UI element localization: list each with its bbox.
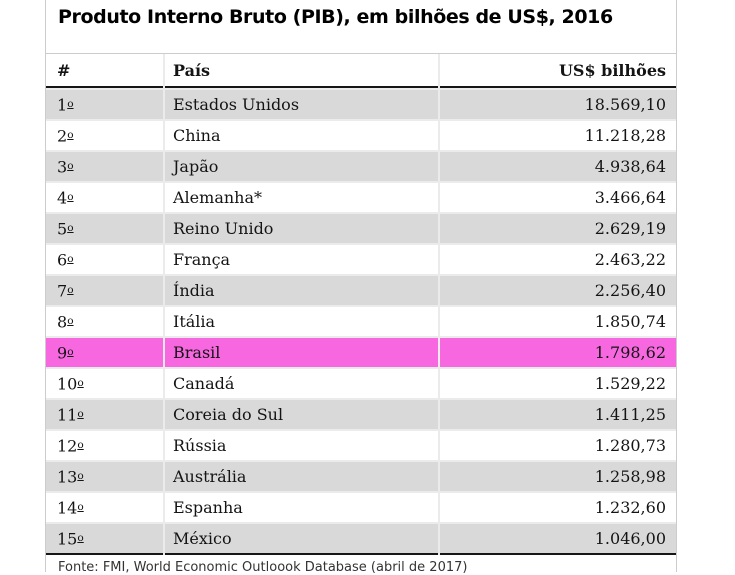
country-cell: Índia (165, 276, 438, 305)
ordinal-indicator: o (77, 439, 84, 451)
value-cell: 1.850,74 (440, 307, 676, 336)
ordinal-indicator: o (77, 408, 84, 420)
ordinal-indicator: o (67, 222, 74, 234)
ordinal-indicator: o (77, 501, 84, 513)
ordinal-indicator: o (67, 315, 74, 327)
value-cell: 2.463,22 (440, 245, 676, 274)
rank-cell: 1o (46, 90, 163, 119)
value-cell: 1.411,25 (440, 400, 676, 429)
country-cell: Coreia do Sul (165, 400, 438, 429)
ordinal-indicator: o (67, 346, 74, 358)
value-cell: 18.569,10 (440, 90, 676, 119)
rank-cell: 5o (46, 214, 163, 243)
country-cell: Austrália (165, 462, 438, 491)
country-cell: Espanha (165, 493, 438, 522)
ordinal-indicator: o (67, 191, 74, 203)
country-cell: Brasil (165, 338, 438, 367)
ordinal-indicator: o (77, 470, 84, 482)
ordinal-indicator: o (67, 98, 74, 110)
country-cell: Rússia (165, 431, 438, 460)
rank-cell: 7o (46, 276, 163, 305)
ordinal-indicator: o (67, 160, 74, 172)
value-cell: 2.629,19 (440, 214, 676, 243)
value-cell: 1.529,22 (440, 369, 676, 398)
value-cell: 1.046,00 (440, 524, 676, 555)
ordinal-indicator: o (77, 532, 84, 544)
country-cell: Reino Unido (165, 214, 438, 243)
country-cell: Estados Unidos (165, 90, 438, 119)
title-block: Produto Interno Bruto (PIB), em bilhões … (46, 0, 676, 54)
value-cell: 1.280,73 (440, 431, 676, 460)
country-cell: Japão (165, 152, 438, 181)
rank-cell: 12o (46, 431, 163, 460)
rank-cell: 15o (46, 524, 163, 555)
value-cell: 4.938,64 (440, 152, 676, 181)
rank-cell: 8o (46, 307, 163, 336)
gdp-table: # País US$ bilhões 1o Estados Unidos 18.… (46, 54, 676, 555)
ordinal-indicator: o (77, 377, 84, 389)
rank-cell: 2o (46, 121, 163, 150)
rank-cell: 6o (46, 245, 163, 274)
country-cell: Itália (165, 307, 438, 336)
value-cell: 1.232,60 (440, 493, 676, 522)
source-note: Fonte: FMI, World Economic Outloook Data… (58, 560, 468, 575)
country-cell: Canadá (165, 369, 438, 398)
value-cell: 2.256,40 (440, 276, 676, 305)
value-cell: 3.466,64 (440, 183, 676, 212)
header-value: US$ bilhões (440, 54, 676, 88)
rank-cell: 9o (46, 338, 163, 367)
country-cell: México (165, 524, 438, 555)
country-cell: França (165, 245, 438, 274)
ordinal-indicator: o (67, 253, 74, 265)
table-frame: Produto Interno Bruto (PIB), em bilhões … (45, 0, 677, 575)
country-cell: Alemanha* (165, 183, 438, 212)
rank-cell: 13o (46, 462, 163, 491)
value-cell: 1.798,62 (440, 338, 676, 367)
ordinal-indicator: o (67, 129, 74, 141)
page-title: Produto Interno Bruto (PIB), em bilhões … (58, 6, 613, 28)
ordinal-indicator: o (67, 284, 74, 296)
rank-cell: 4o (46, 183, 163, 212)
rank-cell: 14o (46, 493, 163, 522)
header-rank: # (46, 54, 163, 88)
value-cell: 1.258,98 (440, 462, 676, 491)
rank-cell: 11o (46, 400, 163, 429)
value-cell: 11.218,28 (440, 121, 676, 150)
rank-cell: 3o (46, 152, 163, 181)
country-cell: China (165, 121, 438, 150)
header-country: País (165, 54, 438, 88)
rank-cell: 10o (46, 369, 163, 398)
